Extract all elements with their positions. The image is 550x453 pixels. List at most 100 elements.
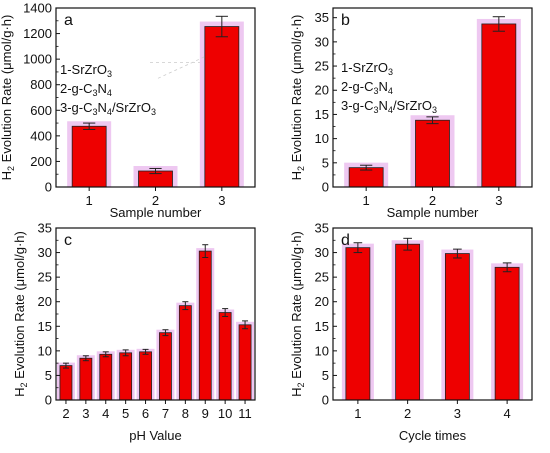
x-axis-label: Sample number — [387, 205, 479, 220]
legend: 1-SrZrO3 2-g-C3N4 3-g-C3N4/SrZrO3 — [341, 60, 437, 115]
y-tick-label: 10 — [38, 343, 52, 358]
bar — [99, 353, 113, 401]
y-axis-label: H2 Evolution Rate (μmol/g·h) — [0, 15, 16, 181]
error-bar — [360, 164, 373, 171]
error-bar — [182, 301, 189, 311]
y-axis-label: H2 Evolution Rate (μmol/g·h) — [289, 231, 306, 397]
x-tick-label: 2 — [429, 193, 436, 208]
error-bar — [426, 116, 439, 125]
x-tick-label: 3 — [218, 193, 225, 208]
y-tick-label: 10 — [315, 131, 329, 146]
y-tick-label: 10 — [315, 343, 329, 358]
bar — [395, 243, 421, 401]
x-tick-label: 1 — [363, 193, 370, 208]
y-tick-label: 5 — [45, 368, 52, 383]
bar — [59, 365, 73, 401]
error-bar — [353, 242, 363, 254]
y-tick-label: 25 — [315, 270, 329, 285]
y-tick-label: 1400 — [23, 1, 52, 16]
x-tick-label: 5 — [122, 406, 129, 421]
legend-entry: 3-g-C3N4/SrZrO3 — [60, 100, 156, 117]
bar — [159, 332, 172, 401]
bar — [345, 247, 371, 401]
error-bar — [242, 320, 249, 330]
bar — [139, 351, 152, 401]
y-tick-label: 15 — [315, 319, 329, 334]
error-bar — [102, 351, 109, 358]
guide-line — [150, 56, 206, 79]
error-bar — [83, 122, 96, 130]
legend-entry: 1-SrZrO3 — [60, 62, 112, 79]
x-axis-label: Cycle times — [399, 428, 467, 443]
panel-letter: d — [341, 232, 350, 249]
x-tick-label: 3 — [454, 406, 461, 421]
error-bar — [162, 329, 169, 337]
panel-letter: c — [64, 232, 72, 249]
x-tick-label: 2 — [62, 406, 69, 421]
x-tick-label: 1 — [86, 193, 93, 208]
bar — [494, 266, 520, 401]
legend-entry: 2-g-C3N4 — [60, 81, 112, 98]
panel-a: 0 200 400 600 800 1000 1200 1400 1 2 3 Sample numbe… — [0, 1, 256, 220]
x-tick-label: 11 — [238, 406, 252, 421]
x-tick-label: 4 — [102, 406, 109, 421]
x-tick-label: 9 — [202, 406, 209, 421]
x-tick-label: 6 — [142, 406, 149, 421]
y-tick-label: 35 — [315, 10, 329, 25]
legend-entry: 3-g-C3N4/SrZrO3 — [341, 98, 437, 115]
x-tick-label: 7 — [162, 406, 169, 421]
error-bar — [222, 308, 229, 317]
y-tick-label: 0 — [45, 180, 52, 195]
legend-entry: 1-SrZrO3 — [341, 60, 393, 77]
y-tick-label: 5 — [322, 368, 329, 383]
bar — [71, 125, 107, 188]
error-bar — [403, 237, 412, 251]
y-tick-label: 25 — [38, 270, 52, 285]
x-tick-label: 1 — [354, 406, 361, 421]
error-bar — [202, 244, 209, 258]
y-axis-label: H2 Evolution Rate (μmol/g·h) — [289, 15, 306, 181]
bar — [415, 119, 450, 188]
bar — [198, 250, 212, 401]
y-tick-label: 20 — [315, 294, 329, 309]
y-tick-label: 200 — [30, 154, 52, 169]
bar — [204, 26, 240, 188]
x-tick-label: 3 — [495, 193, 502, 208]
panel-letter: b — [341, 12, 350, 29]
panel-d: 0 5 10 15 20 25 30 35 1 2 3 4 Cycle times H2 Evolutio… — [289, 221, 533, 443]
bar — [178, 305, 192, 401]
y-tick-label: 30 — [38, 245, 52, 260]
y-tick-label: 0 — [45, 393, 52, 408]
panel-letter: a — [64, 12, 73, 29]
legend: 1-SrZrO3 2-g-C3N4 3-g-C3N4/SrZrO3 — [60, 62, 156, 117]
error-bar — [492, 16, 505, 32]
bar — [481, 23, 517, 188]
error-bar — [142, 348, 149, 355]
y-axis-label: H2 Evolution Rate (μmol/g·h) — [12, 231, 29, 397]
x-tick-label: 2 — [152, 193, 159, 208]
x-axis-label: pH Value — [129, 428, 182, 443]
error-bar — [82, 355, 89, 362]
x-tick-label: 2 — [404, 406, 411, 421]
error-bar — [62, 362, 69, 369]
x-axis-label: Sample number — [110, 205, 202, 220]
y-tick-label: 400 — [30, 128, 52, 143]
x-tick-label: 3 — [82, 406, 89, 421]
bar — [79, 357, 93, 401]
y-tick-label: 15 — [38, 319, 52, 334]
x-tick-label: 4 — [504, 406, 511, 421]
y-tick-label: 30 — [315, 245, 329, 260]
x-tick-label: 10 — [218, 406, 232, 421]
y-tick-label: 30 — [315, 34, 329, 49]
panel-b: 0 5 10 15 20 25 30 35 1 2 3 Sample number H2 Evoluti… — [289, 7, 533, 220]
y-tick-label: 0 — [322, 393, 329, 408]
bar — [119, 352, 133, 401]
y-tick-label: 20 — [38, 294, 52, 309]
x-tick-label: 8 — [182, 406, 189, 421]
y-tick-label: 35 — [315, 221, 329, 236]
bar — [444, 253, 470, 401]
error-bar — [215, 15, 228, 38]
y-tick-label: 0 — [322, 180, 329, 195]
